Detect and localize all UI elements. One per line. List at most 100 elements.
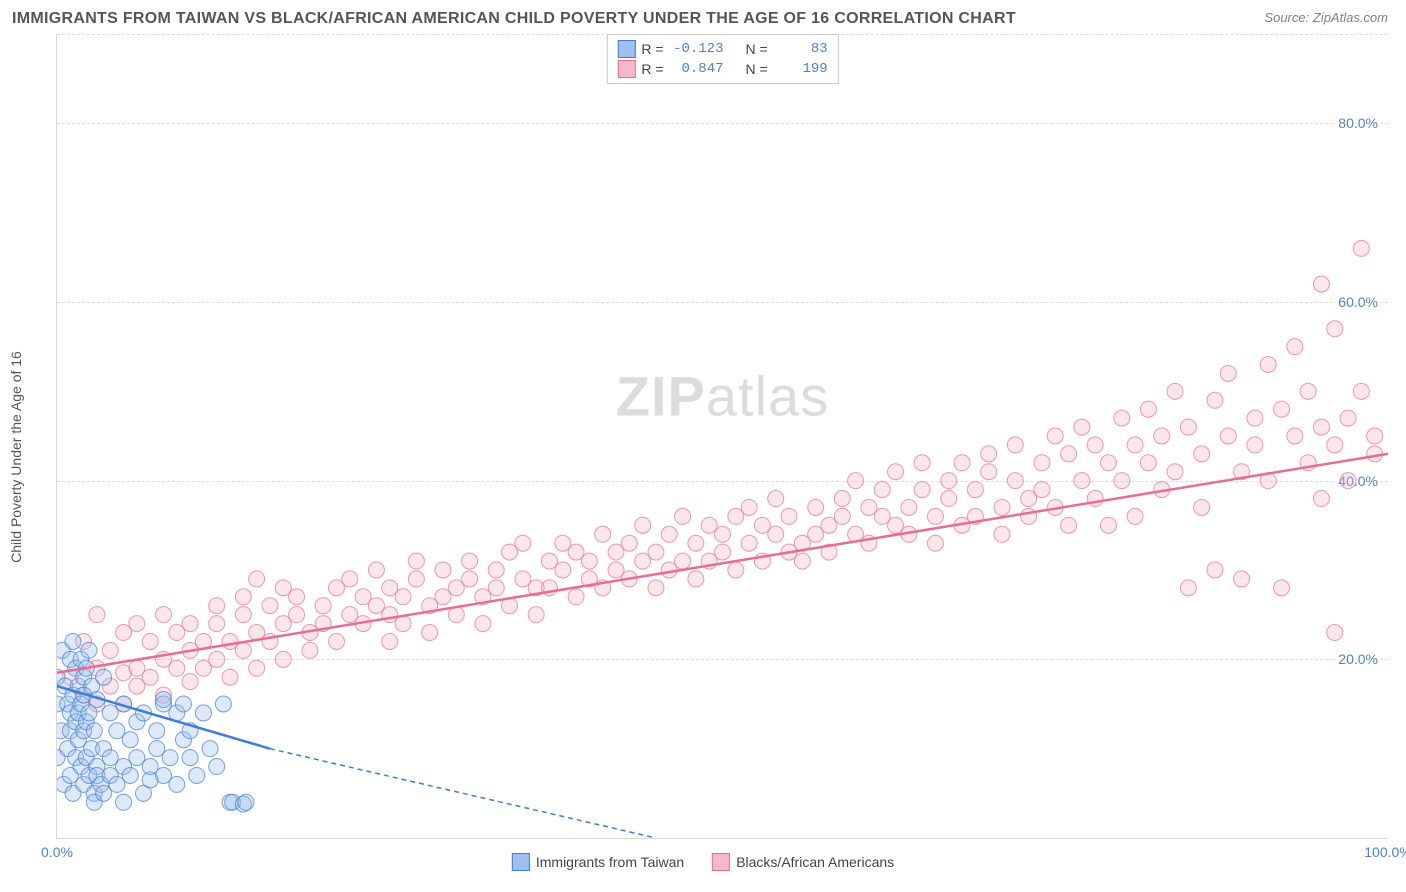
data-point [768,526,784,542]
data-point [102,642,118,658]
data-point [874,482,890,498]
n-value-taiwan: 83 [774,41,828,57]
data-point [209,651,225,667]
data-point [1100,455,1116,471]
data-point [289,589,305,605]
data-point [648,580,664,596]
data-point [89,607,105,623]
data-point [475,616,491,632]
data-point [462,553,478,569]
data-point [994,499,1010,515]
data-point [1327,625,1343,641]
data-point [1140,455,1156,471]
r-label: R = [641,61,663,77]
data-point [422,625,438,641]
legend-swatch-taiwan [512,853,530,871]
data-point [1353,383,1369,399]
data-point [1127,437,1143,453]
data-point [1114,473,1130,489]
source-attribution: Source: ZipAtlas.com [1264,10,1388,25]
data-point [182,750,198,766]
data-point [741,499,757,515]
data-point [122,732,138,748]
data-point [927,535,943,551]
legend-swatch-taiwan [617,40,635,58]
data-point [568,589,584,605]
n-label: N = [746,41,768,57]
data-point [675,508,691,524]
chart-container: IMMIGRANTS FROM TAIWAN VS BLACK/AFRICAN … [8,8,1398,884]
data-point [155,607,171,623]
data-point [1340,410,1356,426]
data-point [635,517,651,533]
data-point [1180,419,1196,435]
data-point [1007,437,1023,453]
data-point [1234,571,1250,587]
data-point [488,580,504,596]
data-point [794,553,810,569]
data-point [1313,276,1329,292]
source-label: Source: [1264,10,1309,25]
data-point [249,660,265,676]
data-point [1194,446,1210,462]
trend-line [270,749,656,838]
data-point [768,491,784,507]
data-point [169,660,185,676]
data-point [408,553,424,569]
data-point [175,696,191,712]
x-tick-label: 100.0% [1364,844,1406,860]
data-point [715,544,731,560]
r-value-black: 0.847 [670,61,724,77]
data-point [581,553,597,569]
data-point [235,642,251,658]
source-name: ZipAtlas.com [1313,10,1388,25]
data-point [1313,491,1329,507]
data-point [981,446,997,462]
data-point [189,767,205,783]
data-point [1220,428,1236,444]
data-point [621,535,637,551]
data-point [675,553,691,569]
data-point [781,508,797,524]
data-point [1047,428,1063,444]
data-point [555,562,571,578]
legend-swatch-black [712,853,730,871]
data-point [142,669,158,685]
data-point [1274,401,1290,417]
stats-row-taiwan: R = -0.123 N = 83 [617,39,827,59]
trend-line [57,454,1388,673]
data-point [1367,446,1383,462]
data-point [728,562,744,578]
data-point [1367,428,1383,444]
data-point [195,705,211,721]
data-point [209,616,225,632]
data-point [262,598,278,614]
data-point [1274,580,1290,596]
data-point [169,776,185,792]
data-point [1180,580,1196,596]
data-point [1300,383,1316,399]
data-point [395,589,411,605]
data-point [834,491,850,507]
data-point [1287,428,1303,444]
chart-wrapper: Child Poverty Under the Age of 16 ZIPatl… [8,34,1398,879]
data-point [1127,508,1143,524]
data-point [1207,562,1223,578]
data-point [954,455,970,471]
data-point [834,508,850,524]
data-point [1061,446,1077,462]
data-point [808,499,824,515]
data-point [149,723,165,739]
data-point [65,633,81,649]
data-point [122,767,138,783]
data-point [981,464,997,480]
legend-item-taiwan: Immigrants from Taiwan [512,853,684,871]
data-point [1247,437,1263,453]
data-point [648,544,664,560]
data-point [1167,383,1183,399]
data-point [202,741,218,757]
x-tick-label: 0.0% [41,844,73,860]
data-point [661,526,677,542]
data-point [289,607,305,623]
data-point [1007,473,1023,489]
